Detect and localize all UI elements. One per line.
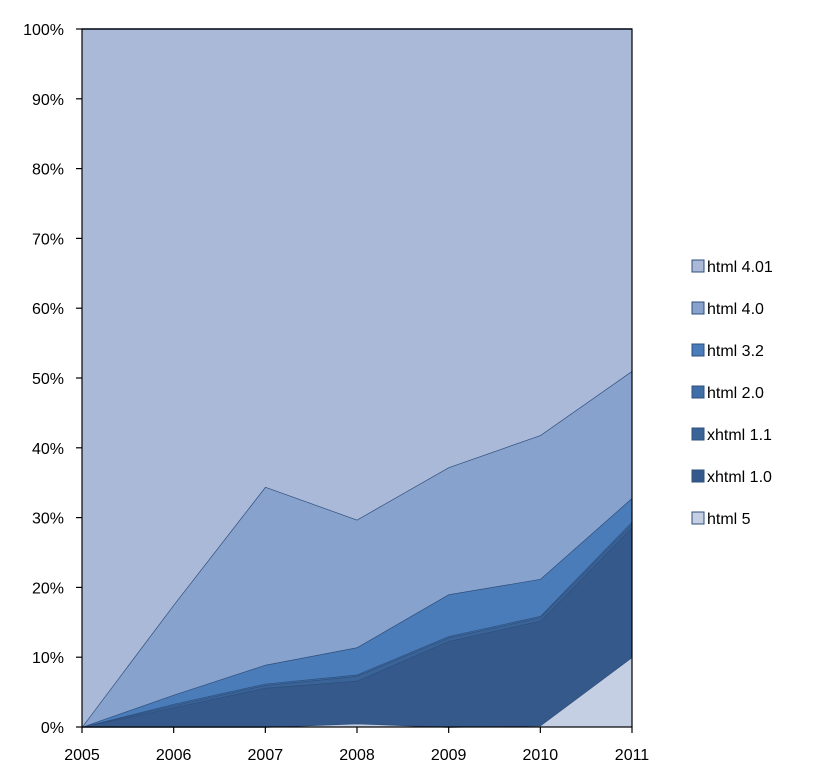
legend: html 4.01 html 4.0 html 3.2 html 2.0 xhtml 1… xyxy=(691,259,773,528)
plot-areas xyxy=(81,28,633,728)
legend-swatch-xhtml-1-1 xyxy=(691,427,705,441)
legend-label-html-5: html 5 xyxy=(707,511,751,528)
area-html-4-0 xyxy=(82,371,632,727)
legend-swatch-xhtml-1-0 xyxy=(691,469,705,483)
legend-label-html-3-2: html 3.2 xyxy=(707,343,764,360)
y-tick-label: 10% xyxy=(32,650,64,667)
area-html-4-01 xyxy=(82,29,632,727)
area-html-5 xyxy=(82,657,632,727)
legend-swatch-html-2-0 xyxy=(691,385,705,399)
y-tick-label: 40% xyxy=(32,441,64,458)
area-html-3-2 xyxy=(82,498,632,727)
x-tick-label: 2007 xyxy=(248,747,284,764)
legend-swatch-html-3-2 xyxy=(691,343,705,357)
y-tick-label: 70% xyxy=(32,231,64,248)
x-tick-label: 2005 xyxy=(64,747,100,764)
y-tick-label: 0% xyxy=(41,720,64,737)
y-tick-label: 30% xyxy=(32,511,64,528)
y-tick-label: 90% xyxy=(32,92,64,109)
y-tick-label: 60% xyxy=(32,301,64,318)
y-tick-label: 100% xyxy=(23,22,64,39)
legend-swatch-html-4-0 xyxy=(691,301,705,315)
legend-label-html-2-0: html 2.0 xyxy=(707,385,764,402)
y-tick-label: 20% xyxy=(32,580,64,597)
legend-label-xhtml-1-1: xhtml 1.1 xyxy=(707,427,772,444)
legend-swatch-html-4-01 xyxy=(691,259,705,273)
x-tick-label: 2008 xyxy=(339,747,375,764)
y-axis-ticks: 0% 10% 20% 30% 40% 50% 60% 70% 80% 90% 100% xyxy=(23,22,82,737)
x-tick-label: 2010 xyxy=(523,747,559,764)
x-tick-label: 2011 xyxy=(615,747,650,764)
legend-label-xhtml-1-0: xhtml 1.0 xyxy=(707,469,772,486)
legend-label-html-4-0: html 4.0 xyxy=(707,301,764,318)
area-xhtml-1-0 xyxy=(82,527,632,727)
x-tick-label: 2006 xyxy=(156,747,192,764)
y-tick-label: 50% xyxy=(32,371,64,388)
y-tick-label: 80% xyxy=(32,162,64,179)
legend-label-html-4-01: html 4.01 xyxy=(707,259,773,276)
legend-swatch-html-5 xyxy=(691,511,705,525)
x-tick-label: 2009 xyxy=(431,747,467,764)
x-axis-ticks: 2005 2006 2007 2008 2009 2010 2011 xyxy=(64,727,649,764)
